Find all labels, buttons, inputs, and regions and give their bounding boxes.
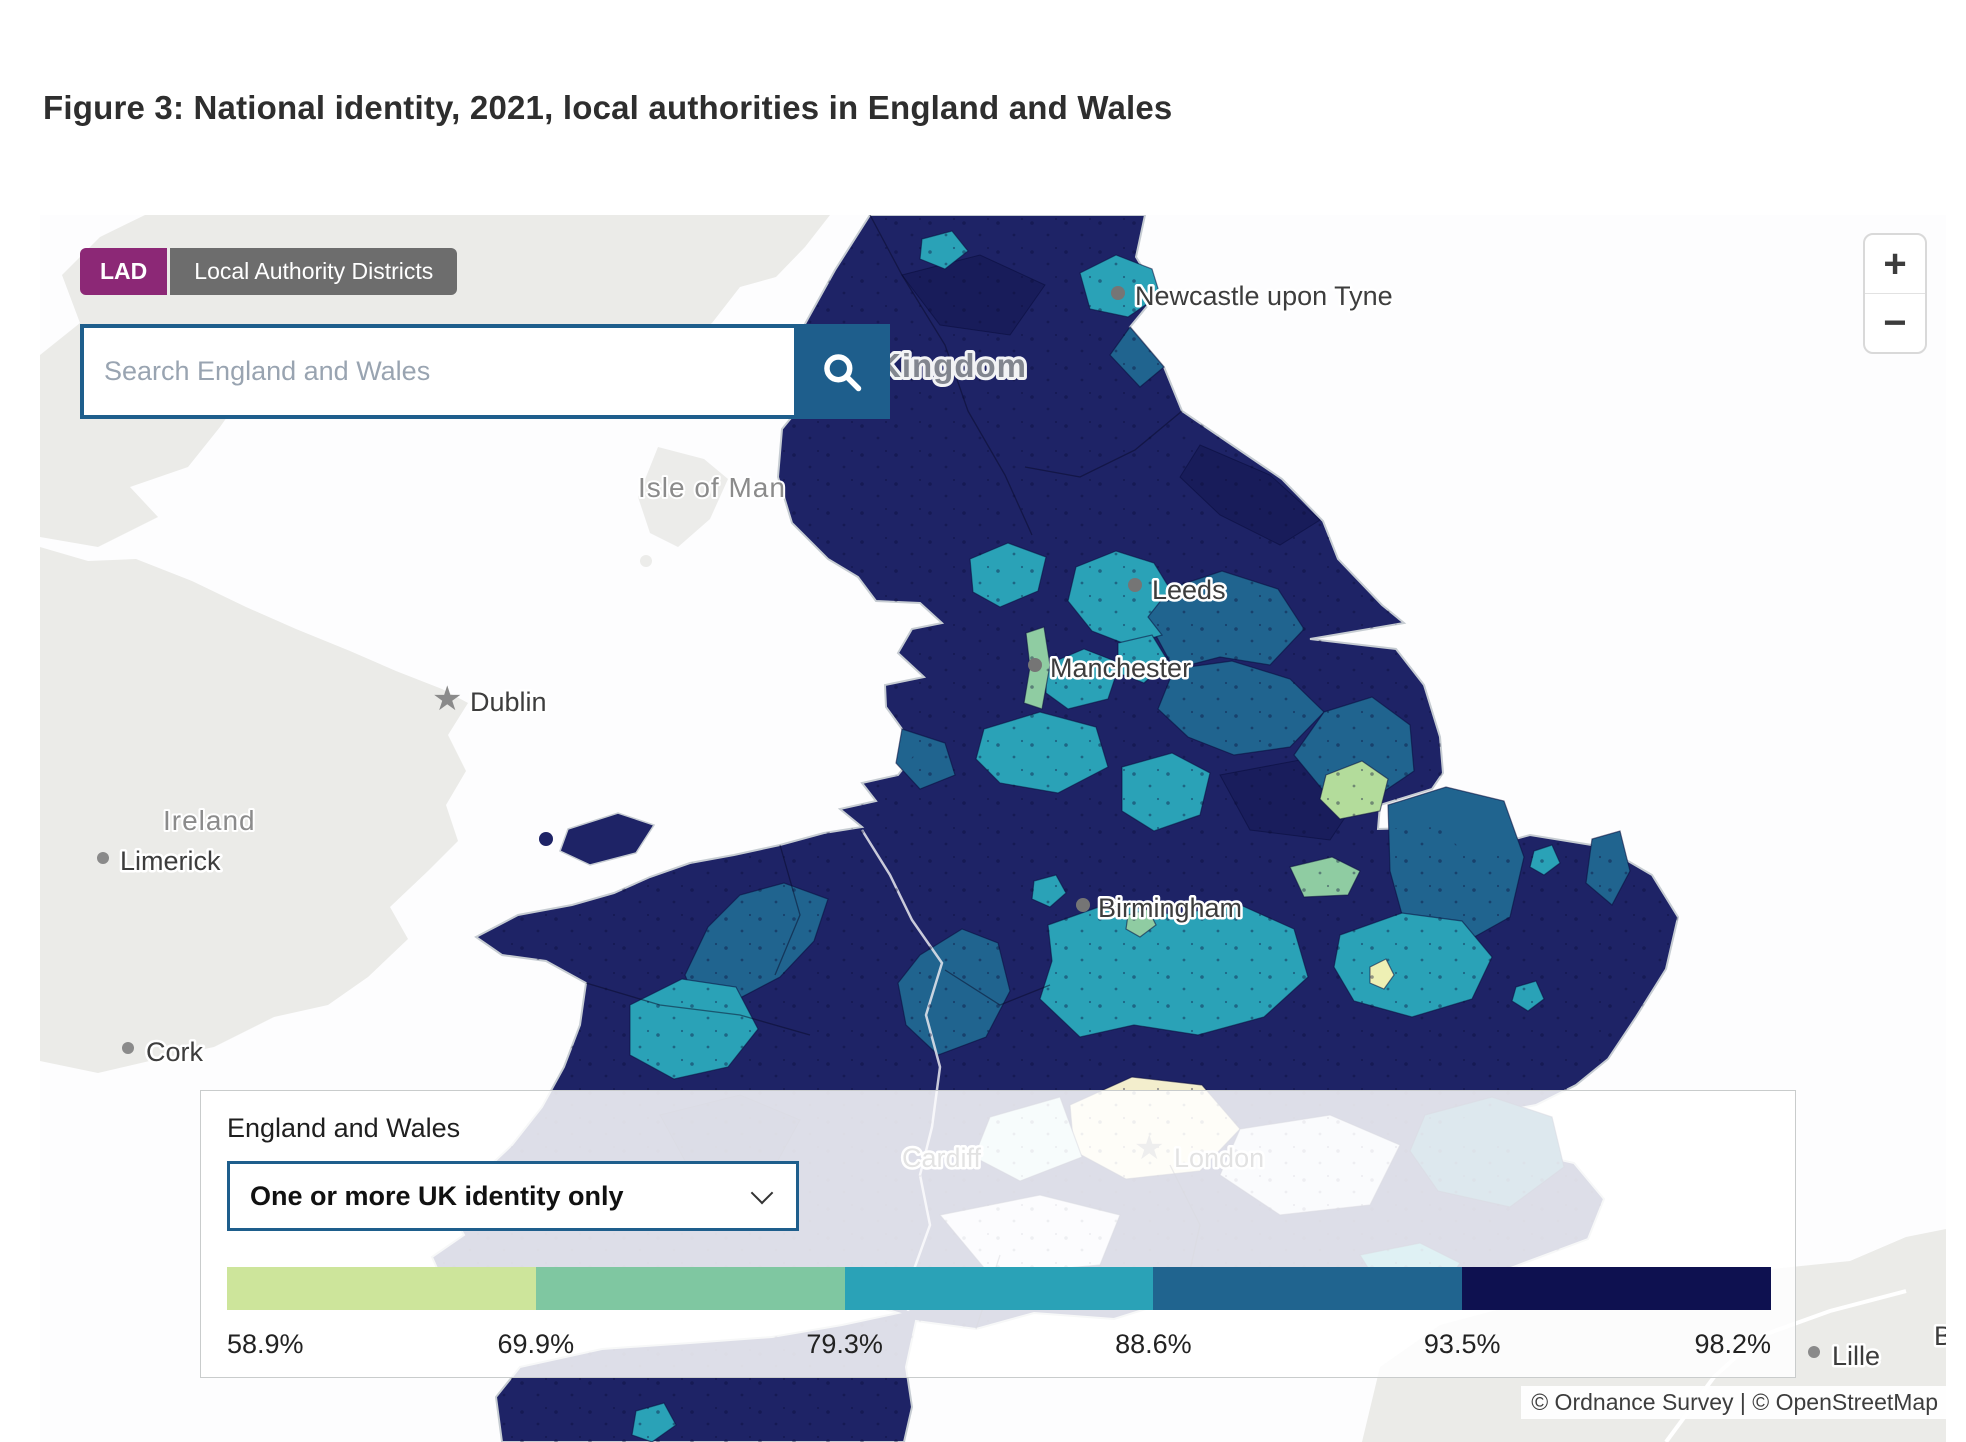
variable-dropdown-value: One or more UK identity only xyxy=(250,1180,624,1211)
zoom-out-button[interactable]: − xyxy=(1865,294,1925,352)
area-label-ireland: Ireland xyxy=(163,805,256,836)
legend-tick: 93.5% xyxy=(1423,1329,1501,1359)
zoom-in-button[interactable]: + xyxy=(1865,235,1925,294)
dublin-star-icon: ★ xyxy=(432,680,462,718)
legend-color-segment xyxy=(1462,1267,1771,1310)
legend-region-label: England and Wales xyxy=(227,1113,461,1143)
city-label-newcastle: Newcastle upon Tyne xyxy=(1135,281,1393,311)
isle-of-man-landmass xyxy=(638,447,728,547)
city-label-partial-b: B xyxy=(1934,1321,1946,1351)
geography-badge-label: Local Authority Districts xyxy=(170,248,458,295)
anglesey-island xyxy=(559,812,656,866)
isle-of-man-islet xyxy=(640,555,652,567)
search-icon xyxy=(824,353,862,391)
legend-tick: 79.3% xyxy=(806,1329,883,1359)
geography-badge-abbr: LAD xyxy=(80,248,168,295)
city-label-leeds: Leeds xyxy=(1152,575,1226,605)
page-title: Figure 3: National identity, 2021, local… xyxy=(43,89,1173,127)
legend-color-segment xyxy=(844,1267,1154,1310)
limerick-marker xyxy=(97,852,109,864)
country-label-kingdom: Kingdom xyxy=(877,347,1027,384)
legend-color-segment xyxy=(535,1267,845,1310)
legend-panel: England and Wales One or more UK identit… xyxy=(200,1090,1796,1378)
variable-dropdown[interactable]: One or more UK identity only xyxy=(227,1161,799,1231)
ireland-landmass xyxy=(40,547,468,1073)
legend-color-scale xyxy=(227,1267,1771,1310)
legend-tick: 58.9% xyxy=(227,1329,304,1359)
legend-tick: 69.9% xyxy=(497,1329,575,1359)
city-label-dublin: Dublin xyxy=(470,687,547,717)
birmingham-marker xyxy=(1076,898,1090,912)
geography-badge: LAD Local Authority Districts xyxy=(80,248,458,295)
legend-scale-labels: 58.9% 69.9% 79.3% 88.6% 93.5% 98.2% xyxy=(227,1329,1771,1363)
scotland-landmass xyxy=(40,215,830,547)
city-label-cork: Cork xyxy=(146,1037,204,1067)
city-label-birmingham: Birmingham xyxy=(1098,893,1242,923)
legend-color-segment xyxy=(227,1267,536,1310)
map-attribution: © Ordnance Survey | © OpenStreetMap xyxy=(1521,1386,1948,1419)
city-label-limerick: Limerick xyxy=(120,846,221,876)
cork-marker xyxy=(122,1042,134,1054)
city-label-manchester: Manchester xyxy=(1050,653,1191,683)
legend-tick: 88.6% xyxy=(1115,1329,1192,1359)
search-button[interactable] xyxy=(794,324,890,419)
newcastle-marker xyxy=(1111,286,1125,300)
legend-tick: 98.2% xyxy=(1694,1329,1771,1359)
map-search xyxy=(80,324,890,419)
area-label-isle-of-man: Isle of Man xyxy=(638,472,786,503)
leeds-marker xyxy=(1128,578,1142,592)
chevron-down-icon xyxy=(750,1181,774,1205)
search-input[interactable] xyxy=(80,324,794,419)
legend-color-segment xyxy=(1153,1267,1463,1310)
lille-marker xyxy=(1808,1346,1820,1358)
city-label-lille: Lille xyxy=(1832,1341,1880,1371)
manchester-marker xyxy=(1028,658,1042,672)
holy-island xyxy=(539,832,553,846)
map-zoom-control: + − xyxy=(1863,233,1927,354)
